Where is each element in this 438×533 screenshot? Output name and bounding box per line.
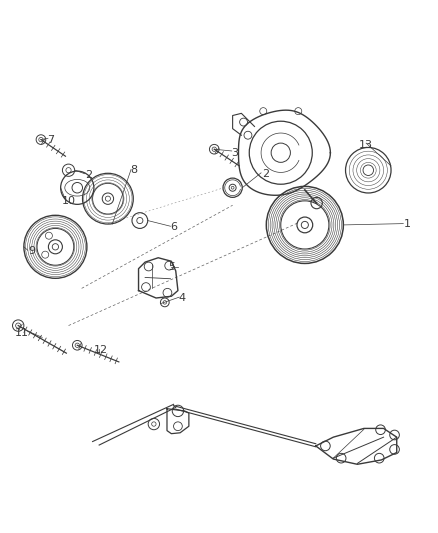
Text: 2: 2 xyxy=(85,169,92,180)
Text: 9: 9 xyxy=(28,246,35,256)
Text: 8: 8 xyxy=(131,165,138,175)
Text: 10: 10 xyxy=(61,196,75,206)
Text: 3: 3 xyxy=(231,148,238,158)
Text: 12: 12 xyxy=(94,345,108,354)
Text: 6: 6 xyxy=(170,222,177,232)
Text: 1: 1 xyxy=(403,219,410,229)
Text: 4: 4 xyxy=(178,293,185,303)
Text: 7: 7 xyxy=(47,135,54,144)
Text: 2: 2 xyxy=(261,169,268,179)
Text: 13: 13 xyxy=(358,140,372,150)
Text: 11: 11 xyxy=(14,328,28,338)
Text: 5: 5 xyxy=(167,262,174,272)
